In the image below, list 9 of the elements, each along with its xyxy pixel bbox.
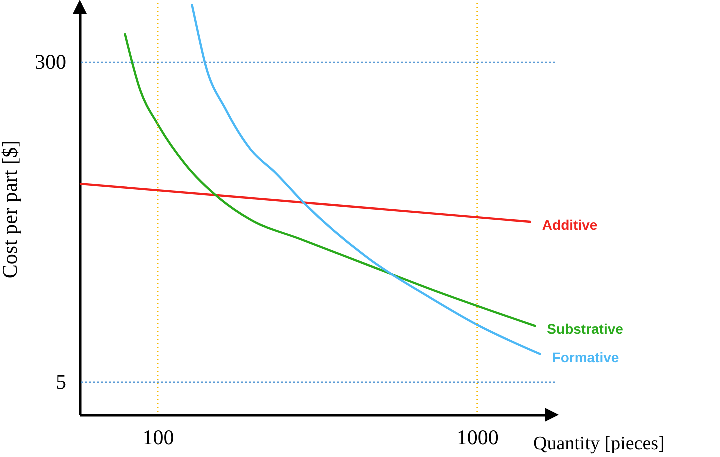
series-label: Substrative: [547, 321, 624, 338]
y-tick-label: 300: [35, 50, 66, 74]
x-tick-label: 1000: [456, 426, 499, 450]
y-tick-label: 5: [56, 370, 66, 394]
y-axis-title: Cost per part [$]: [0, 140, 22, 279]
series-label: Formative: [552, 349, 620, 366]
x-axis-title: Quantity [pieces]: [534, 434, 665, 454]
series-label: Additive: [542, 217, 598, 234]
x-tick-label: 100: [142, 426, 174, 450]
